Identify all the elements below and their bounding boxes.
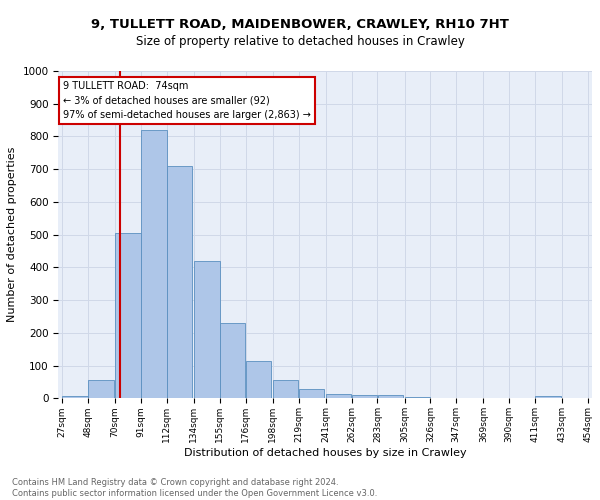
- Bar: [194, 261, 220, 398]
- Text: 9, TULLETT ROAD, MAIDENBOWER, CRAWLEY, RH10 7HT: 9, TULLETT ROAD, MAIDENBOWER, CRAWLEY, R…: [91, 18, 509, 30]
- Bar: [62, 396, 88, 398]
- Bar: [299, 388, 324, 398]
- Y-axis label: Number of detached properties: Number of detached properties: [7, 147, 17, 322]
- Bar: [273, 380, 298, 398]
- Bar: [141, 130, 167, 398]
- Text: Contains HM Land Registry data © Crown copyright and database right 2024.
Contai: Contains HM Land Registry data © Crown c…: [12, 478, 377, 498]
- Bar: [352, 394, 377, 398]
- Bar: [88, 380, 113, 398]
- Bar: [326, 394, 352, 398]
- Bar: [405, 396, 430, 398]
- Bar: [535, 396, 561, 398]
- Bar: [220, 323, 245, 398]
- Bar: [246, 361, 271, 399]
- Bar: [377, 395, 403, 398]
- Text: Size of property relative to detached houses in Crawley: Size of property relative to detached ho…: [136, 35, 464, 48]
- X-axis label: Distribution of detached houses by size in Crawley: Distribution of detached houses by size …: [184, 448, 466, 458]
- Bar: [115, 233, 141, 398]
- Text: 9 TULLETT ROAD:  74sqm
← 3% of detached houses are smaller (92)
97% of semi-deta: 9 TULLETT ROAD: 74sqm ← 3% of detached h…: [63, 81, 311, 120]
- Bar: [167, 166, 193, 398]
